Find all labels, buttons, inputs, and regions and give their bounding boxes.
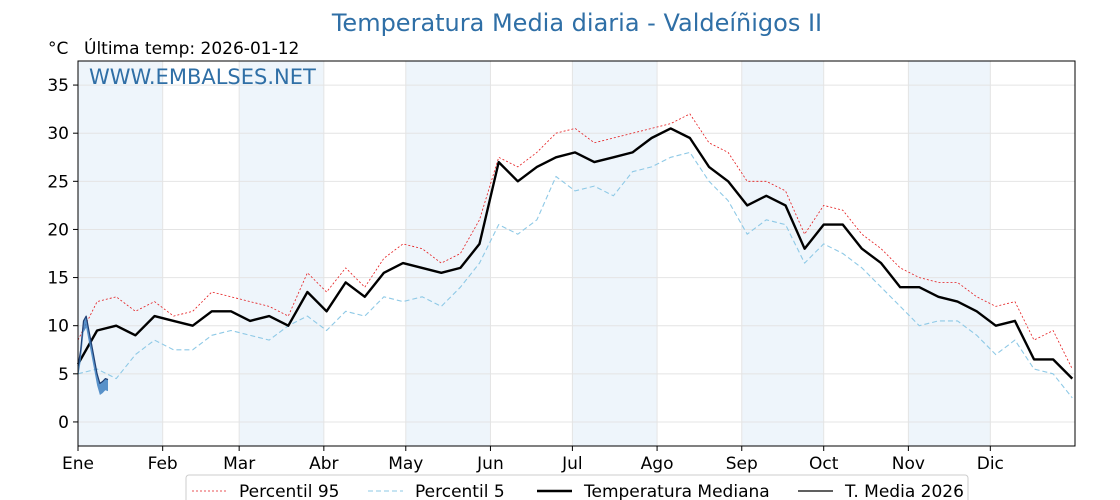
x-tick-label-ago: Ago bbox=[641, 454, 674, 474]
month-shading bbox=[78, 61, 991, 446]
series-line-percentil-5 bbox=[77, 151, 1073, 399]
y-tick-label-20: 20 bbox=[47, 220, 69, 240]
legend-box bbox=[185, 474, 969, 500]
last-temp-label: Última temp: 2026-01-12 bbox=[84, 37, 299, 59]
legend-label-temperatura-mediana: Temperatura Mediana bbox=[583, 482, 770, 500]
y-tick-label-10: 10 bbox=[47, 317, 69, 337]
chart-title: Temperatura Media diaria - Valdeíñigos I… bbox=[331, 9, 822, 37]
grid-lines bbox=[77, 61, 1075, 446]
y-tick-label-15: 15 bbox=[47, 269, 69, 289]
series-line-percentil-95 bbox=[77, 113, 1073, 370]
x-tick-label-sep: Sep bbox=[726, 454, 758, 474]
x-tick-label-may: May bbox=[388, 454, 423, 474]
x-tick-label-feb: Feb bbox=[148, 454, 178, 474]
x-tick-label-oct: Oct bbox=[809, 454, 839, 474]
x-tick-label-jul: Jul bbox=[561, 454, 583, 474]
x-tick-label-nov: Nov bbox=[892, 454, 925, 474]
y-tick-label-30: 30 bbox=[47, 124, 69, 144]
month-band-may bbox=[405, 61, 491, 446]
legend: Percentil 95 Percentil 5 Temperatura Media… bbox=[185, 474, 969, 500]
x-tick-label-jun: Jun bbox=[476, 454, 504, 474]
month-band-mar bbox=[239, 61, 324, 446]
y-tick-label-5: 5 bbox=[58, 365, 69, 385]
month-band-jul bbox=[572, 61, 658, 446]
plot-frame bbox=[77, 60, 1076, 447]
series-area-t-media-2026 bbox=[78, 316, 108, 395]
legend-label-percentil-95: Percentil 95 bbox=[239, 482, 339, 500]
y-axis: 0 5 10 15 20 25 30 35 bbox=[47, 76, 78, 433]
watermark: WWW.EMBALSES.NET bbox=[89, 65, 316, 89]
series-line-t-media-2026 bbox=[77, 315, 109, 384]
unit-label: °C bbox=[48, 39, 68, 59]
x-tick-label-dic: Dic bbox=[977, 454, 1004, 474]
series-group bbox=[76, 113, 1074, 399]
month-band-sep bbox=[741, 61, 824, 446]
y-tick-label-0: 0 bbox=[58, 413, 69, 433]
plot-area bbox=[76, 60, 1076, 447]
y-tick-label-35: 35 bbox=[47, 76, 69, 96]
legend-label-percentil-5: Percentil 5 bbox=[415, 482, 505, 500]
x-tick-label-abr: Abr bbox=[309, 454, 338, 474]
x-tick-label-mar: Mar bbox=[223, 454, 255, 474]
x-tick-label-ene: Ene bbox=[62, 454, 94, 474]
month-band-nov bbox=[908, 61, 991, 446]
legend-label-t-media-2026: T. Media 2026 bbox=[844, 482, 964, 500]
series-line-temperatura-mediana bbox=[76, 127, 1074, 380]
y-tick-label-25: 25 bbox=[47, 172, 69, 192]
month-band-ene bbox=[78, 61, 163, 446]
x-axis: Ene Feb Mar Abr May Jun Jul Ago Sep Oct Nov Dic bbox=[62, 446, 1004, 474]
